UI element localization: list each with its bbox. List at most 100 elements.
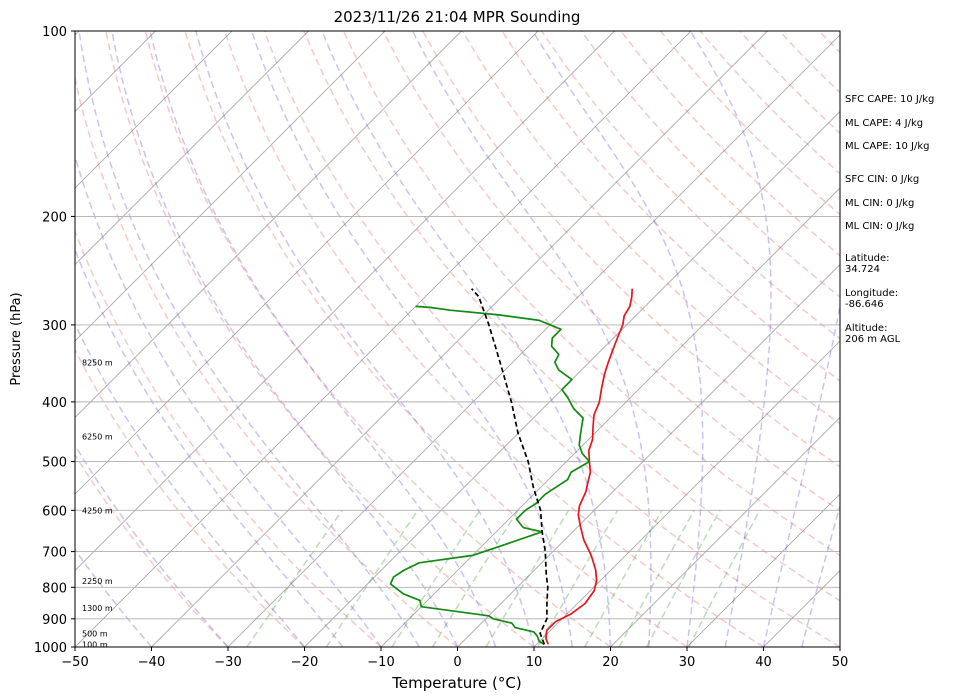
x-tick-label: 0 [453,655,461,670]
dry-adiabat-line [75,453,229,647]
info-line: ML CIN: 0 J/kg [845,221,914,232]
x-tick-label: 30 [679,655,696,670]
isotherm-line [686,493,840,647]
y-tick-label: 400 [42,396,67,411]
isotherm-line [304,110,840,647]
height-label: 6250 m [82,432,113,441]
y-tick-label: 800 [42,581,67,596]
info-line: SFC CIN: 0 J/kg [845,174,919,185]
moist-adiabat-line [801,503,840,647]
height-label: 2250 m [82,577,113,586]
dry-adiabat-line [303,31,840,602]
y-tick-label: 1000 [34,641,67,656]
isotherm-line [151,31,768,647]
x-tick-label: −50 [61,655,88,670]
moist-adiabat-line [531,31,704,647]
isotherm-line [75,31,692,647]
x-tick-label: 10 [526,655,543,670]
isotherm-line [75,31,462,419]
dry-adiabat-line [184,31,688,647]
isotherm-line [75,31,386,342]
y-tick-label: 200 [42,210,67,225]
info-value: -86.646 [845,299,884,310]
x-axis-ticks: −50 −40 −30 −20 −10 0 10 20 30 40 50 [61,647,848,670]
dry-adiabat-line [422,31,840,468]
dry-adiabat-line [580,31,840,298]
info-value: 206 m AGL [845,334,901,345]
chart-title: 2023/11/26 21:04 MPR Sounding [334,8,581,26]
isotherm-line [75,31,309,266]
y-tick-label: 500 [42,456,67,471]
dry-adiabat-line [105,31,535,647]
dry-adiabat-line [75,74,458,647]
dry-adiabat-line [263,31,840,647]
x-tick-label: −20 [291,655,318,670]
y-axis-ticks: 1000 900 800 700 600 500 400 300 200 100 [34,25,75,656]
isotherm-line [457,263,840,647]
dry-adiabat-line [501,31,840,382]
isotherm-line [75,31,615,572]
moist-adiabat-line [75,322,306,647]
dry-adiabat-line [540,31,840,340]
moist-adiabat-line [75,443,229,647]
sounding-profiles [389,288,634,646]
info-line: ML CAPE: 10 J/kg [845,141,929,152]
moist-adiabat-line [689,31,772,647]
x-tick-label: −30 [214,655,241,670]
background-reference-lines [75,31,840,647]
y-tick-label: 600 [42,504,67,519]
x-tick-label: −10 [367,655,394,670]
info-line: ML CIN: 0 J/kg [845,198,914,209]
info-line: SFC CAPE: 10 J/kg [845,94,934,105]
isotherm-line [533,340,840,647]
height-label: 500 m [82,629,108,638]
info-value: 34.724 [845,264,880,275]
height-label: 100 m [82,640,108,649]
isotherm-line [75,31,539,495]
height-label: 8250 m [82,358,113,367]
dry-adiabat-line [382,31,840,512]
moist-adiabat-line [195,31,535,647]
info-line: ML CAPE: 4 J/kg [845,118,923,129]
y-axis-label: Pressure (hPa) [9,292,24,385]
moist-adiabat-line [149,31,497,647]
dry-adiabat-line [223,31,764,647]
height-label: 1300 m [82,604,113,613]
pressure-grid [75,31,840,647]
x-tick-label: 50 [832,655,849,670]
isotherm-line [610,416,840,647]
isotherm-line [227,34,840,647]
y-tick-label: 100 [42,25,67,40]
x-tick-label: 20 [602,655,619,670]
y-tick-label: 900 [42,613,67,628]
info-line: Latitude: [845,253,890,264]
moist-adiabat-line [111,31,459,647]
moist-adiabat-line [762,301,840,647]
moist-adiabat-line [250,31,574,647]
x-axis-label: Temperature (°C) [391,674,521,692]
dry-adiabat-line [75,229,382,647]
isotherm-line [380,187,840,647]
sounding-info-panel: SFC CAPE: 10 J/kg ML CAPE: 4 J/kg ML CAPE:… [845,94,934,345]
y-tick-label: 700 [42,546,67,561]
y-tick-label: 300 [42,319,67,334]
moist-adiabat-line [411,31,652,647]
info-line: Longitude: [845,288,898,299]
height-labels: 8250 m 6250 m 4250 m 2250 m 1300 m 500 m 100 m [82,358,113,649]
moist-adiabat-line [78,31,420,647]
dry-adiabat-line [144,31,611,647]
x-tick-label: −40 [138,655,165,670]
height-label: 4250 m [82,506,113,515]
moist-adiabat-line [75,548,153,647]
moist-adiabat-line [75,153,382,647]
parcel-path-line [470,288,549,645]
dry-adiabat-line [75,348,306,647]
x-tick-label: 40 [755,655,772,670]
dry-adiabat-line [461,31,840,425]
isotherm-line [75,31,233,189]
info-line: Altitude: [845,323,887,334]
dewpoint-profile-line [389,305,591,646]
moist-adiabat-line [75,247,344,647]
